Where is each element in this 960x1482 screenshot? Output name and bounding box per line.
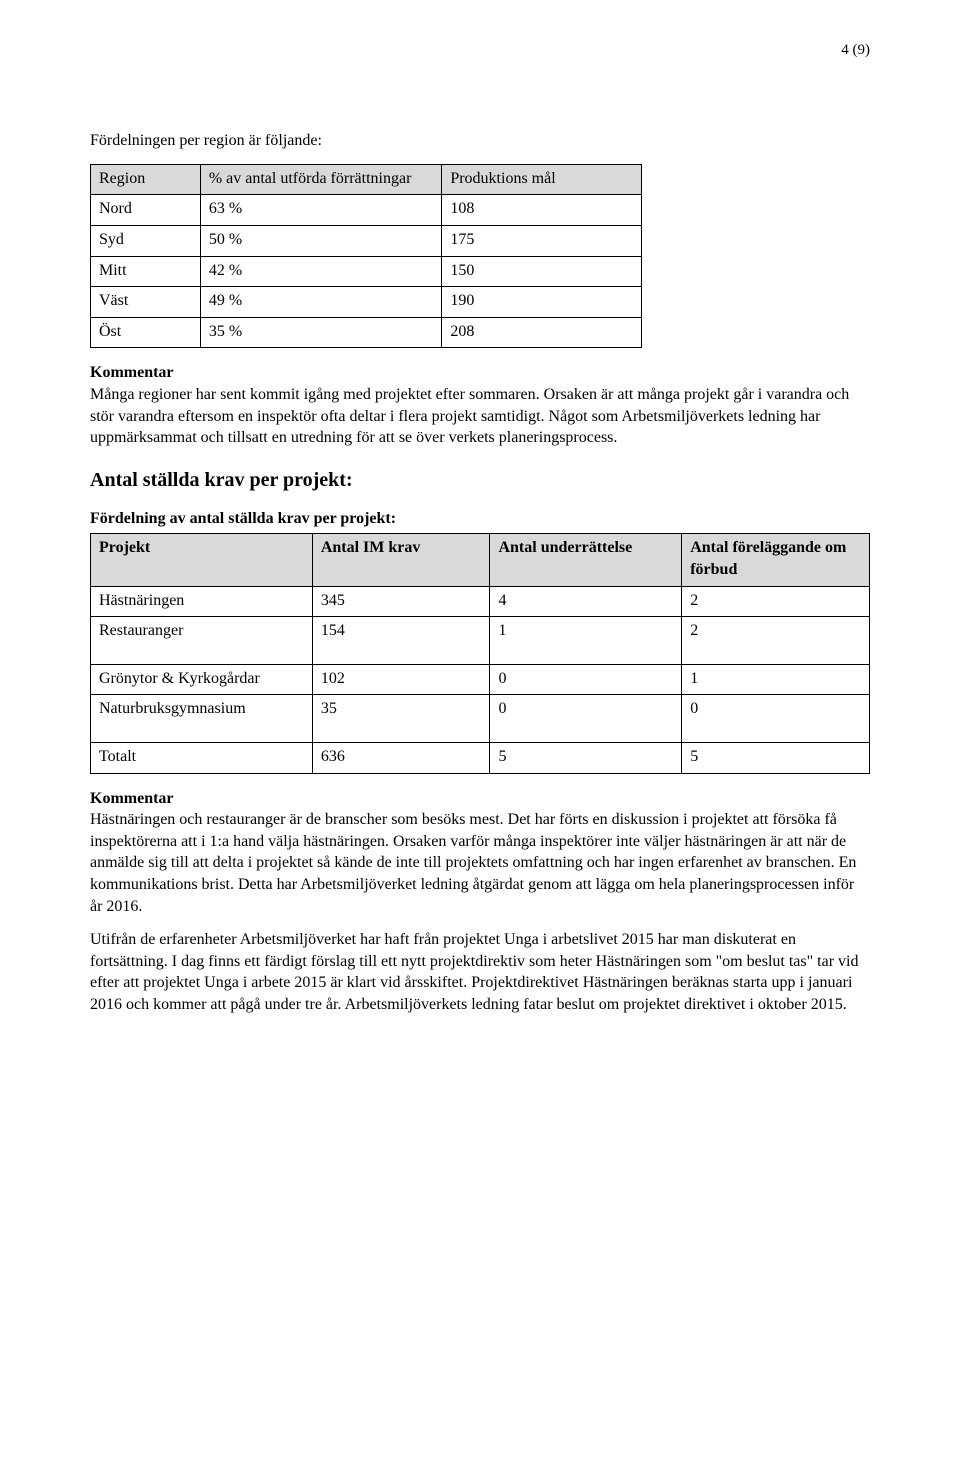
cell: 150	[442, 256, 642, 287]
cell: Hästnäringen	[91, 586, 313, 617]
col-under: Antal underrättelse	[490, 534, 682, 586]
cell: Totalt	[91, 742, 313, 773]
table-row: Nord 63 % 108	[91, 195, 642, 226]
kommentar-2-p1: Hästnäringen och restauranger är de bran…	[90, 809, 870, 917]
cell: Naturbruksgymnasium	[91, 695, 313, 743]
projekt-table: Projekt Antal IM krav Antal underrättels…	[90, 533, 870, 773]
cell: Väst	[91, 287, 201, 318]
intro-line: Fördelningen per region är följande:	[90, 130, 870, 152]
kommentar-1-text: Många regioner har sent kommit igång med…	[90, 384, 870, 449]
cell: Mitt	[91, 256, 201, 287]
cell: 0	[682, 695, 870, 743]
table-row: Grönytor & Kyrkogårdar 102 0 1	[91, 664, 870, 695]
cell: 4	[490, 586, 682, 617]
cell: Syd	[91, 226, 201, 257]
cell: 5	[490, 742, 682, 773]
cell: 108	[442, 195, 642, 226]
kommentar-2-p2: Utifrån de erfarenheter Arbetsmiljöverke…	[90, 929, 870, 1015]
cell: 208	[442, 317, 642, 348]
cell: 35	[312, 695, 490, 743]
cell: 1	[682, 664, 870, 695]
kommentar-label-2: Kommentar	[90, 788, 870, 810]
region-table: Region % av antal utförda förrättningar …	[90, 164, 642, 349]
cell: 2	[682, 617, 870, 665]
header-text: Antal föreläggande om förbud	[690, 539, 846, 578]
table-row: Hästnäringen 345 4 2	[91, 586, 870, 617]
cell: Nord	[91, 195, 201, 226]
table-header-row: Region % av antal utförda förrättningar …	[91, 164, 642, 195]
section-heading: Antal ställda krav per projekt:	[90, 467, 870, 494]
cell: 636	[312, 742, 490, 773]
cell: 35 %	[200, 317, 442, 348]
cell: 345	[312, 586, 490, 617]
col-projekt: Projekt	[91, 534, 313, 586]
col-forbud: Antal föreläggande om förbud	[682, 534, 870, 586]
col-im: Antal IM krav	[312, 534, 490, 586]
table-row: Öst 35 % 208	[91, 317, 642, 348]
cell: Öst	[91, 317, 201, 348]
cell: 1	[490, 617, 682, 665]
col-production: Produktions mål	[442, 164, 642, 195]
header-text: Antal IM krav	[321, 539, 421, 556]
table-row: Restauranger 154 1 2	[91, 617, 870, 665]
cell: 49 %	[200, 287, 442, 318]
cell: 50 %	[200, 226, 442, 257]
cell: 2	[682, 586, 870, 617]
cell: 42 %	[200, 256, 442, 287]
kommentar-label-1: Kommentar	[90, 362, 870, 384]
cell: 0	[490, 695, 682, 743]
table-row: Väst 49 % 190	[91, 287, 642, 318]
header-text: Antal underrättelse	[498, 539, 632, 556]
page-number: 4 (9)	[90, 40, 870, 60]
cell: 63 %	[200, 195, 442, 226]
table-total-row: Totalt 636 5 5	[91, 742, 870, 773]
cell: Grönytor & Kyrkogårdar	[91, 664, 313, 695]
col-region: Region	[91, 164, 201, 195]
table-header-row: Projekt Antal IM krav Antal underrättels…	[91, 534, 870, 586]
col-percent: % av antal utförda förrättningar	[200, 164, 442, 195]
table-row: Naturbruksgymnasium 35 0 0	[91, 695, 870, 743]
table2-caption: Fördelning av antal ställda krav per pro…	[90, 508, 870, 530]
cell: 154	[312, 617, 490, 665]
cell: 175	[442, 226, 642, 257]
cell: 190	[442, 287, 642, 318]
cell: Restauranger	[91, 617, 313, 665]
cell: 102	[312, 664, 490, 695]
table-row: Mitt 42 % 150	[91, 256, 642, 287]
header-text: Projekt	[99, 539, 150, 556]
cell: 5	[682, 742, 870, 773]
cell: 0	[490, 664, 682, 695]
table-row: Syd 50 % 175	[91, 226, 642, 257]
